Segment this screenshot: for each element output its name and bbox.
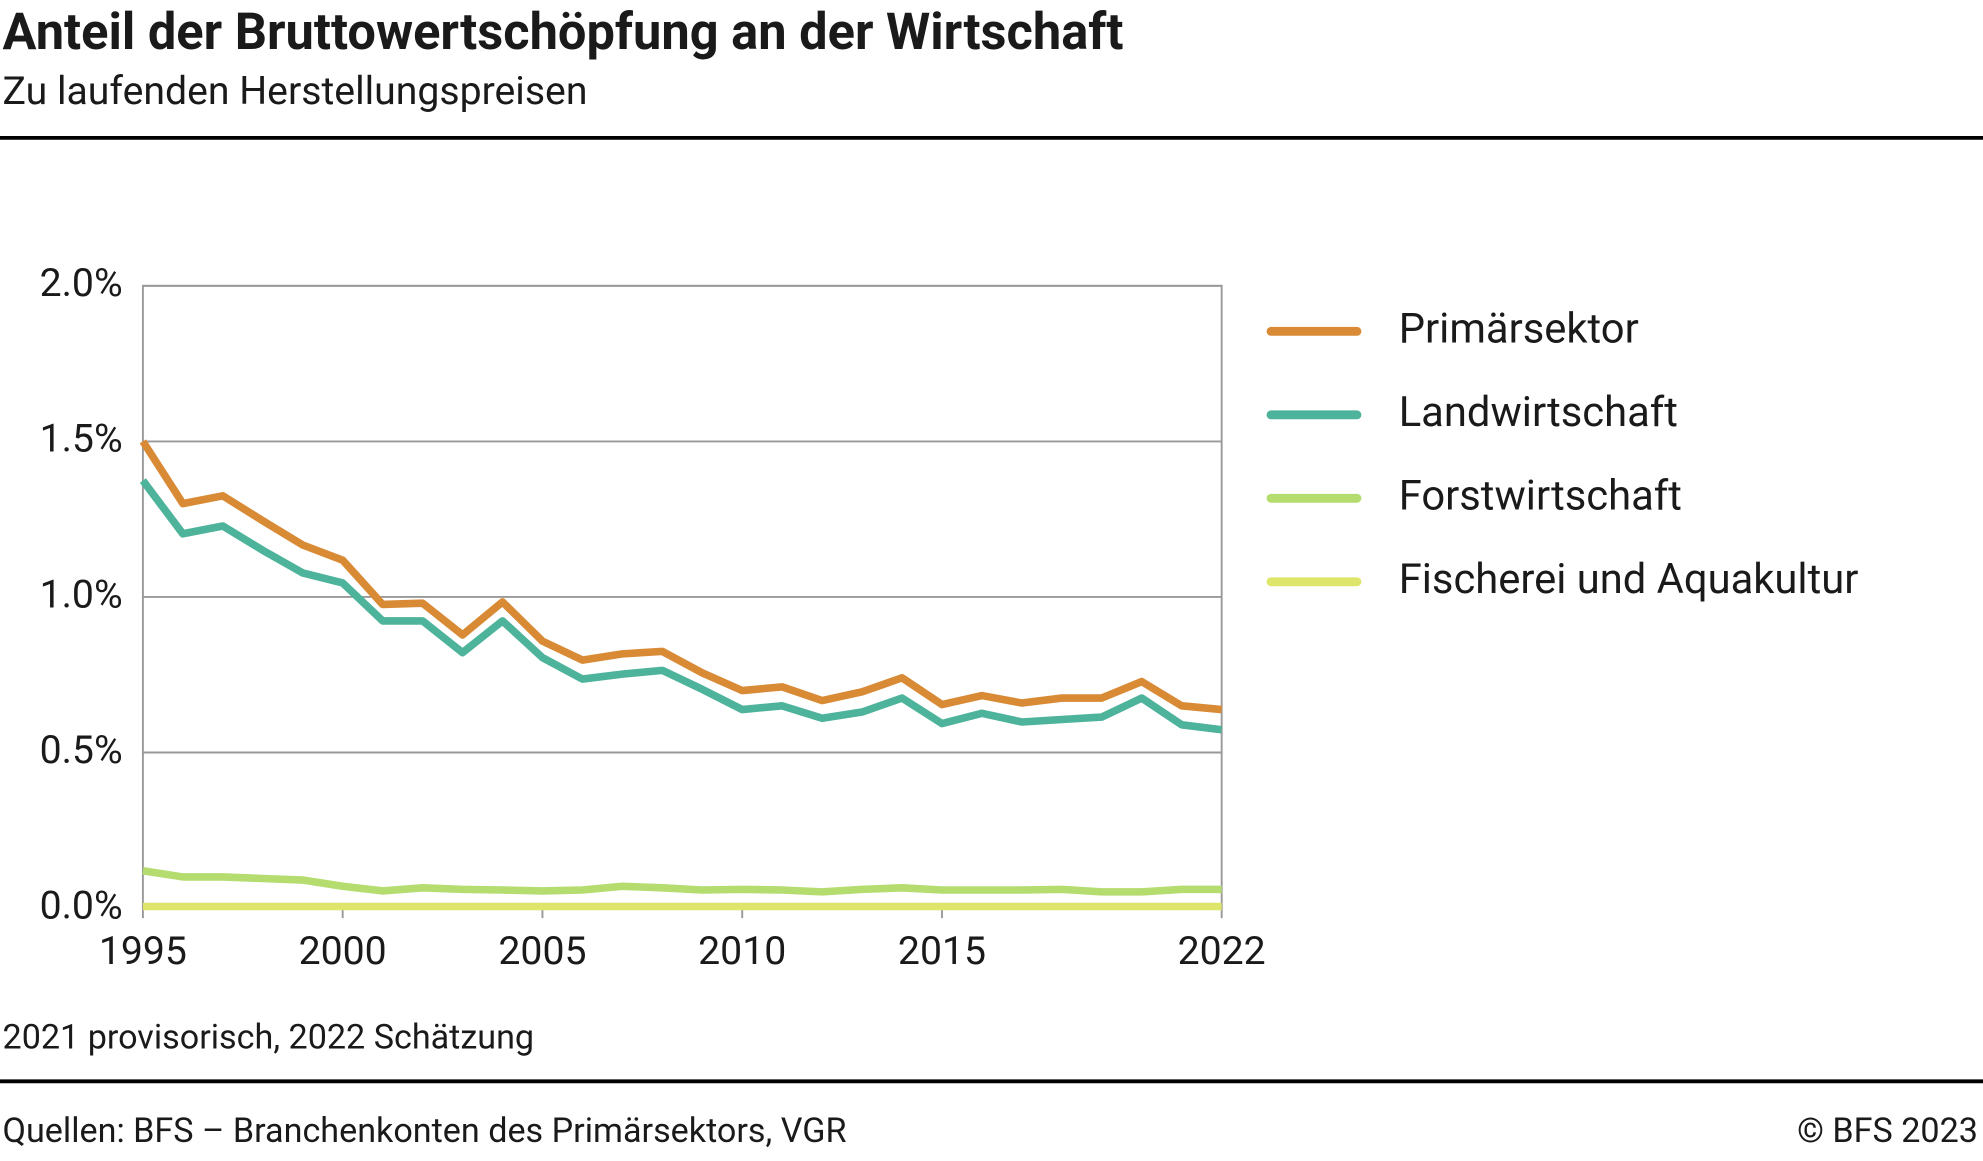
x-tick-label: 2015 xyxy=(898,928,986,974)
line xyxy=(139,478,1223,734)
line xyxy=(142,866,1222,896)
y-tick-label: 1.0% xyxy=(40,571,123,617)
x-tick-label: 2000 xyxy=(299,928,387,974)
y-tick-label: 0.5% xyxy=(40,727,123,773)
y-tick-label: 2.0% xyxy=(40,260,123,306)
x-tick-label: 2010 xyxy=(698,928,786,974)
x-tick-label: 2005 xyxy=(498,928,586,974)
y-tick-label: 0.0% xyxy=(40,882,123,928)
note: 2021 provisorisch, 2022 Schätzung xyxy=(3,1018,535,1058)
legend-label: Forstwirtschaft xyxy=(1399,471,1682,520)
legend-label: Landwirtschaft xyxy=(1399,388,1678,437)
line xyxy=(139,439,1223,714)
y-tick-label: 1.5% xyxy=(40,416,123,462)
legend-label: Primärsektor xyxy=(1399,304,1639,353)
source: Quellen: BFS – Branchenkonten des Primär… xyxy=(3,1111,847,1151)
x-tick-label: 2022 xyxy=(1178,928,1266,974)
x-tick-label: 1995 xyxy=(99,928,187,974)
legend-label: Fischerei und Aquakultur xyxy=(1399,555,1859,604)
chart-title: Anteil der Bruttowertschöpfung an der Wi… xyxy=(3,3,1124,62)
copyright: © BFS 2023 xyxy=(1797,1111,1978,1151)
chart-subtitle: Zu laufenden Herstellungspreisen xyxy=(3,68,588,114)
